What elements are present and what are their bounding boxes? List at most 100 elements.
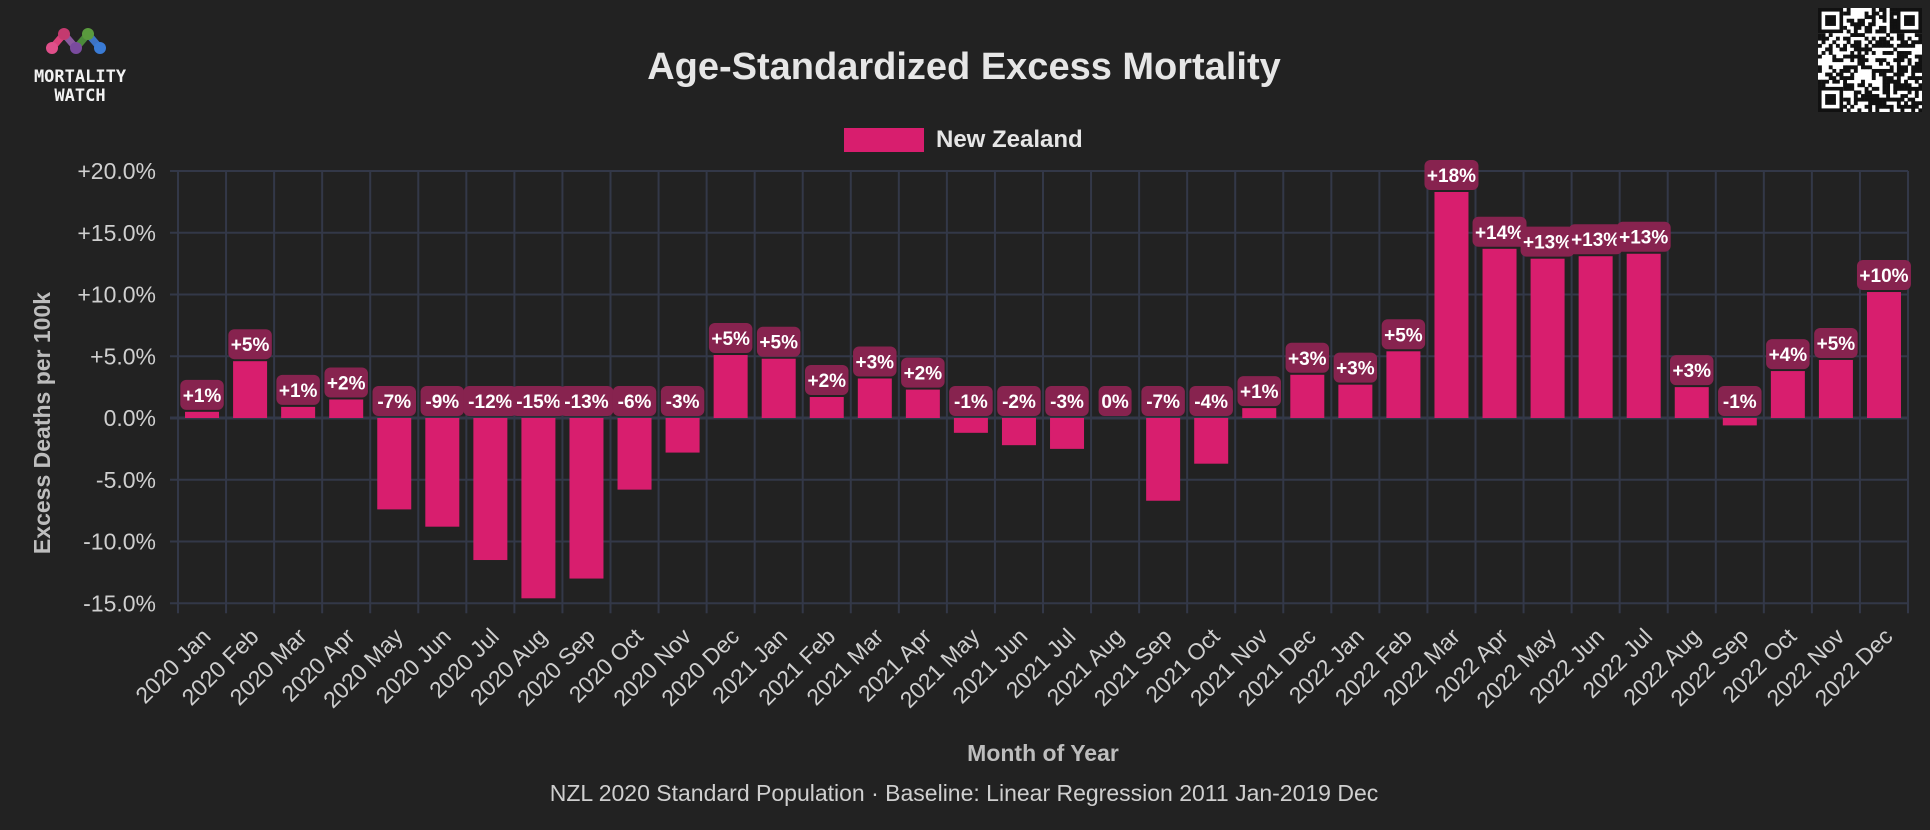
data-label: +3%: [1288, 349, 1327, 370]
data-label-bg: [180, 379, 224, 410]
qr-code-icon: [1818, 8, 1923, 113]
data-label-bg: [1098, 386, 1132, 416]
bar[interactable]: [1146, 418, 1181, 501]
data-label-bg: [901, 357, 945, 388]
bar[interactable]: [1674, 387, 1709, 418]
bar[interactable]: [617, 418, 652, 490]
bar[interactable]: [1338, 384, 1373, 418]
data-label: -6%: [618, 392, 652, 413]
chart-title: Age-Standardized Excess Mortality: [647, 46, 1281, 88]
bar[interactable]: [329, 399, 364, 418]
bar[interactable]: [953, 418, 988, 433]
bar[interactable]: [569, 418, 604, 579]
y-tick-label: -10.0%: [83, 529, 156, 555]
data-label-bg: [1141, 386, 1185, 416]
y-tick-label: -5.0%: [96, 467, 156, 493]
data-label: -3%: [1050, 392, 1084, 413]
data-label-bg: [853, 346, 897, 377]
bar[interactable]: [1482, 248, 1517, 418]
data-label-bg: [805, 365, 849, 396]
bar[interactable]: [809, 397, 844, 418]
bar[interactable]: [665, 418, 700, 453]
bar[interactable]: [1194, 418, 1229, 464]
bar[interactable]: [1001, 418, 1036, 446]
legend[interactable]: New Zealand: [844, 126, 1083, 153]
bar[interactable]: [473, 418, 508, 561]
bar[interactable]: [185, 411, 220, 418]
data-label: 0%: [1101, 392, 1129, 413]
data-label: +5%: [711, 329, 750, 350]
bar[interactable]: [1770, 371, 1805, 418]
bar[interactable]: [713, 355, 748, 418]
data-label: +1%: [1240, 382, 1279, 403]
data-label-bg: [997, 386, 1041, 416]
bars: [185, 191, 1901, 599]
chart-caption: NZL 2020 Standard Population · Baseline:…: [550, 780, 1379, 806]
bar[interactable]: [857, 378, 892, 418]
data-label: +14%: [1475, 223, 1524, 244]
logo-text-line1: MORTALITY: [33, 67, 127, 87]
y-tick-label: +20.0%: [77, 158, 156, 184]
data-label-bg: [1856, 260, 1911, 291]
data-label: +5%: [1384, 325, 1423, 346]
data-label: -7%: [377, 392, 411, 413]
y-tick-label: +15.0%: [77, 220, 156, 246]
data-label: +10%: [1859, 266, 1908, 287]
bar[interactable]: [1530, 258, 1565, 418]
data-label: +5%: [759, 333, 798, 354]
data-label-bg: [1189, 386, 1233, 416]
data-label-bg: [1424, 159, 1479, 190]
mortality-watch-logo: MORTALITY WATCH: [14, 16, 146, 108]
data-label: -1%: [954, 392, 988, 413]
legend-swatch-new-zealand: [844, 128, 924, 152]
data-label-bg: [660, 386, 705, 416]
x-axis-label: Month of Year: [967, 740, 1119, 766]
bar[interactable]: [1290, 374, 1325, 418]
y-axis-label: Excess Deaths per 100k: [29, 292, 55, 554]
bar[interactable]: [521, 418, 556, 599]
data-label-bg: [756, 326, 801, 357]
data-label: -15%: [516, 392, 560, 413]
data-label-bg: [1814, 327, 1858, 358]
data-label: +3%: [856, 352, 895, 373]
bar[interactable]: [905, 389, 940, 418]
data-label-bg: [559, 386, 614, 416]
data-label: +1%: [279, 381, 318, 402]
legend-label-new-zealand: New Zealand: [936, 126, 1083, 153]
data-label: +13%: [1571, 230, 1620, 251]
bar[interactable]: [1386, 351, 1421, 418]
data-label-bg: [276, 374, 320, 405]
bar[interactable]: [1434, 191, 1469, 418]
data-label-bg: [612, 386, 657, 416]
bar[interactable]: [281, 406, 316, 418]
bar[interactable]: [1050, 418, 1085, 449]
data-label-bg: [1568, 224, 1623, 255]
data-label: +5%: [1817, 334, 1856, 355]
data-label: +3%: [1336, 359, 1375, 380]
y-tick-label: +5.0%: [90, 343, 156, 369]
data-label-bg: [1285, 342, 1330, 373]
data-label-bg: [949, 386, 993, 416]
bar[interactable]: [377, 418, 412, 510]
data-label-bg: [1381, 319, 1426, 350]
bar[interactable]: [1818, 359, 1853, 418]
bar[interactable]: [1866, 292, 1901, 418]
bar[interactable]: [761, 358, 796, 418]
qr-code[interactable]: [1818, 8, 1923, 113]
logo-text-line2: WATCH: [54, 86, 106, 106]
bar[interactable]: [1242, 408, 1277, 418]
bar[interactable]: [1722, 418, 1757, 426]
bar[interactable]: [233, 361, 268, 418]
data-label: +2%: [327, 373, 366, 394]
bar[interactable]: [1578, 256, 1613, 418]
data-label-bg: [1670, 355, 1714, 386]
data-label: +2%: [904, 364, 943, 385]
bar[interactable]: [425, 418, 460, 527]
data-label-bg: [1718, 386, 1762, 416]
bar[interactable]: [1626, 253, 1661, 418]
data-label-bg: [372, 386, 416, 416]
data-label-bg: [1616, 221, 1671, 252]
data-label: -12%: [468, 392, 512, 413]
